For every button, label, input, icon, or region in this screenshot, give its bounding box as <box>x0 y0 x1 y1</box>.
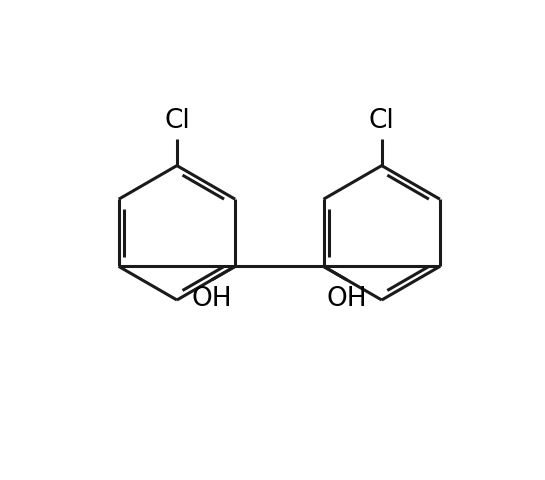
Text: Cl: Cl <box>369 108 395 133</box>
Text: OH: OH <box>326 286 367 312</box>
Text: Cl: Cl <box>164 108 190 133</box>
Text: OH: OH <box>191 286 232 312</box>
